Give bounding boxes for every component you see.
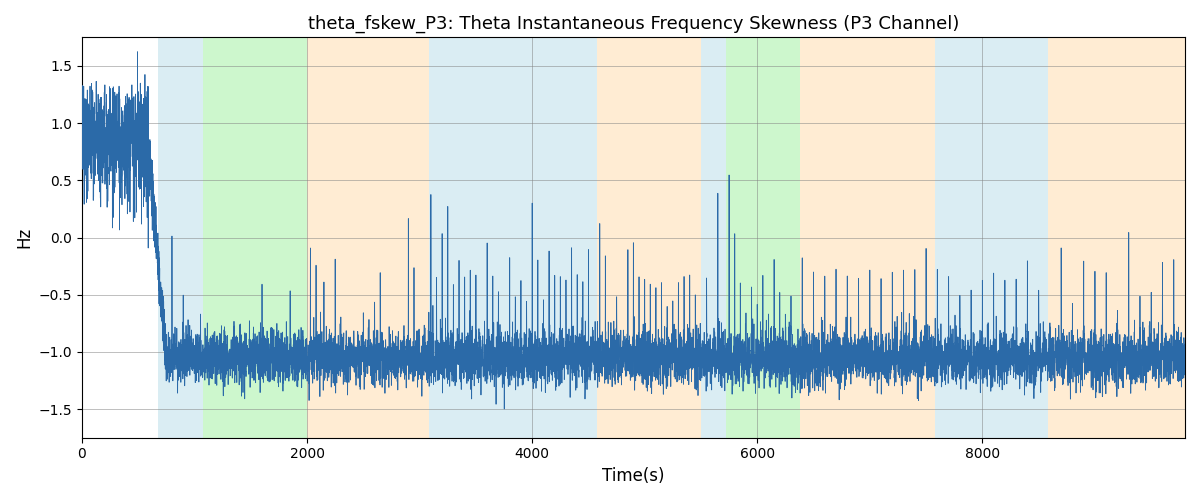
X-axis label: Time(s): Time(s) <box>602 467 665 485</box>
Y-axis label: Hz: Hz <box>14 227 32 248</box>
Bar <box>598 38 701 438</box>
Bar <box>935 38 1048 438</box>
Bar <box>428 38 598 438</box>
Title: theta_fskew_P3: Theta Instantaneous Frequency Skewness (P3 Channel): theta_fskew_P3: Theta Instantaneous Freq… <box>307 15 959 34</box>
Bar <box>726 38 800 438</box>
Bar <box>204 38 307 438</box>
Bar <box>307 38 428 438</box>
Bar <box>158 38 204 438</box>
Bar <box>800 38 935 438</box>
Bar <box>1048 38 1186 438</box>
Bar <box>701 38 726 438</box>
